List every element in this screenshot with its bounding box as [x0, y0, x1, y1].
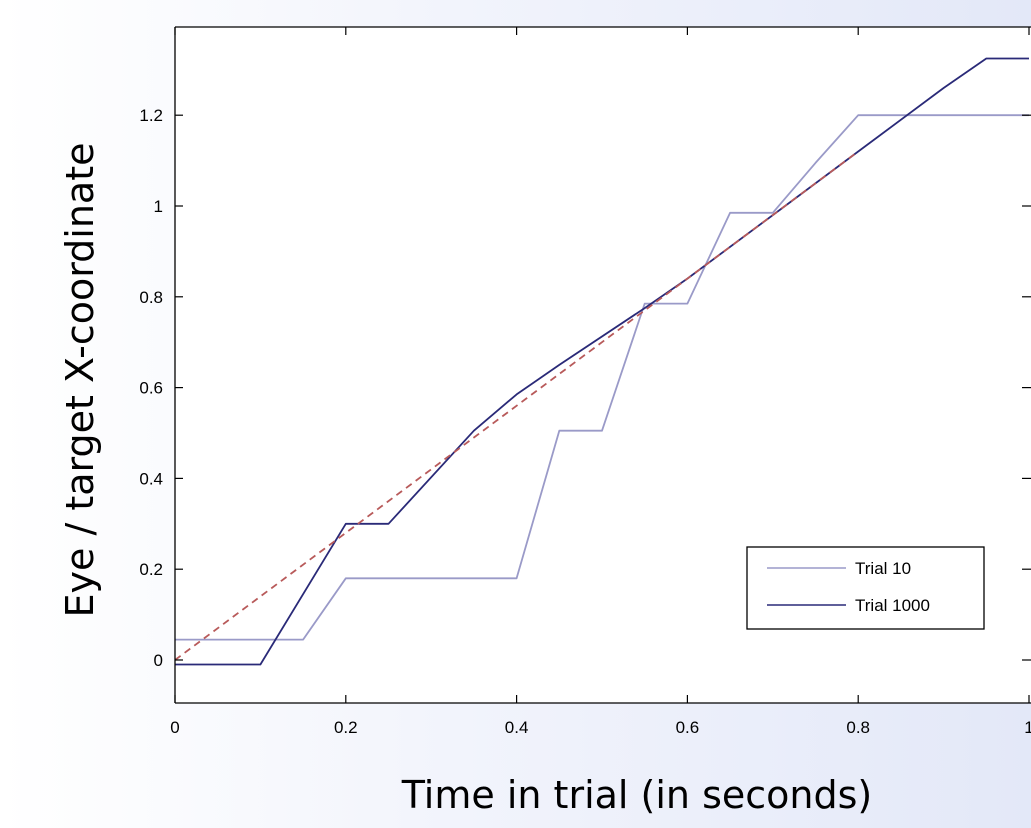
tick-layer: 0 0.2 0.4 0.6 0.8 1 0 0.2 0.4 0.6 0.8 1 1.2	[139, 27, 1031, 737]
y-tick-label: 0.2	[139, 560, 163, 579]
axes-layer	[174, 26, 1031, 704]
x-tick-label: 0.4	[505, 718, 529, 737]
y-tick-label: 0.6	[139, 379, 163, 398]
x-tick-label: 0	[170, 718, 179, 737]
x-tick-label: 0.6	[676, 718, 700, 737]
series-layer	[174, 57, 1029, 666]
y-tick-label: 1	[154, 197, 163, 216]
x-axis-label: Time in trial (in seconds)	[401, 773, 873, 817]
y-tick-label: 0	[154, 651, 163, 670]
x-tick-label: 0.8	[846, 718, 870, 737]
legend-label-trial-10: Trial 10	[855, 559, 911, 578]
legend-box	[746, 546, 985, 630]
x-tick-label: 0.2	[334, 718, 358, 737]
y-tick-label: 1.2	[139, 106, 163, 125]
y-tick-label: 0.4	[139, 469, 163, 488]
y-axis-label: Eye / target X-coordinate	[58, 143, 102, 618]
x-tick-label: 1	[1024, 718, 1031, 737]
reference-line-dashed	[174, 150, 859, 661]
series-line-trial-1000	[175, 57, 1029, 666]
legend-label-trial-1000: Trial 1000	[855, 596, 930, 615]
series-line-trial-10	[175, 114, 1029, 641]
y-tick-label: 0.8	[139, 288, 163, 307]
legend: Trial 10 Trial 1000	[746, 546, 985, 630]
